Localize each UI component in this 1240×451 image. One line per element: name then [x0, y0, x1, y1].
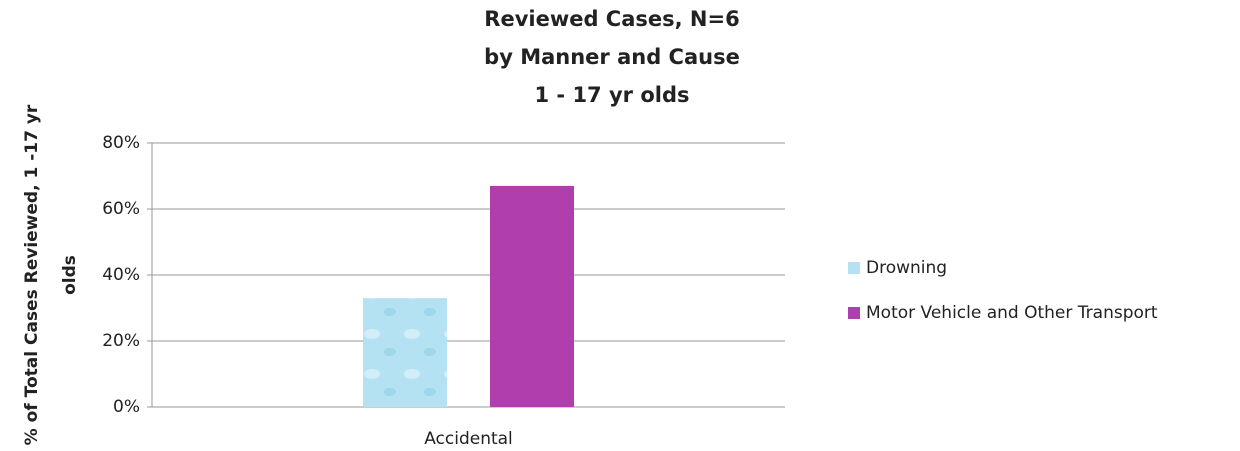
chart-title: 1 - 17 yr olds — [535, 83, 690, 107]
x-tick-label: Accidental — [424, 429, 513, 449]
bar — [490, 185, 574, 407]
legend-label: Motor Vehicle and Other Transport — [866, 303, 1158, 323]
y-tick-label: 80% — [102, 133, 140, 153]
legend-label: Drowning — [866, 258, 947, 278]
legend-swatch — [848, 262, 860, 274]
chart-title: by Manner and Cause — [484, 45, 740, 69]
chart-title: Reviewed Cases, N=6 — [484, 7, 739, 31]
y-tick-label: 40% — [102, 265, 140, 285]
y-tick-label: 0% — [113, 397, 140, 417]
y-axis-label-line: % of Total Cases Reviewed, 1 -17 yr — [22, 104, 42, 445]
y-axis-label-line: olds — [60, 255, 80, 295]
y-tick-label: 60% — [102, 199, 140, 219]
y-axis-label: % of Total Cases Reviewed, 1 -17 yr olds — [22, 104, 80, 445]
legend-swatch — [848, 307, 860, 319]
bar — [363, 298, 447, 407]
y-tick-label: 20% — [102, 331, 140, 351]
